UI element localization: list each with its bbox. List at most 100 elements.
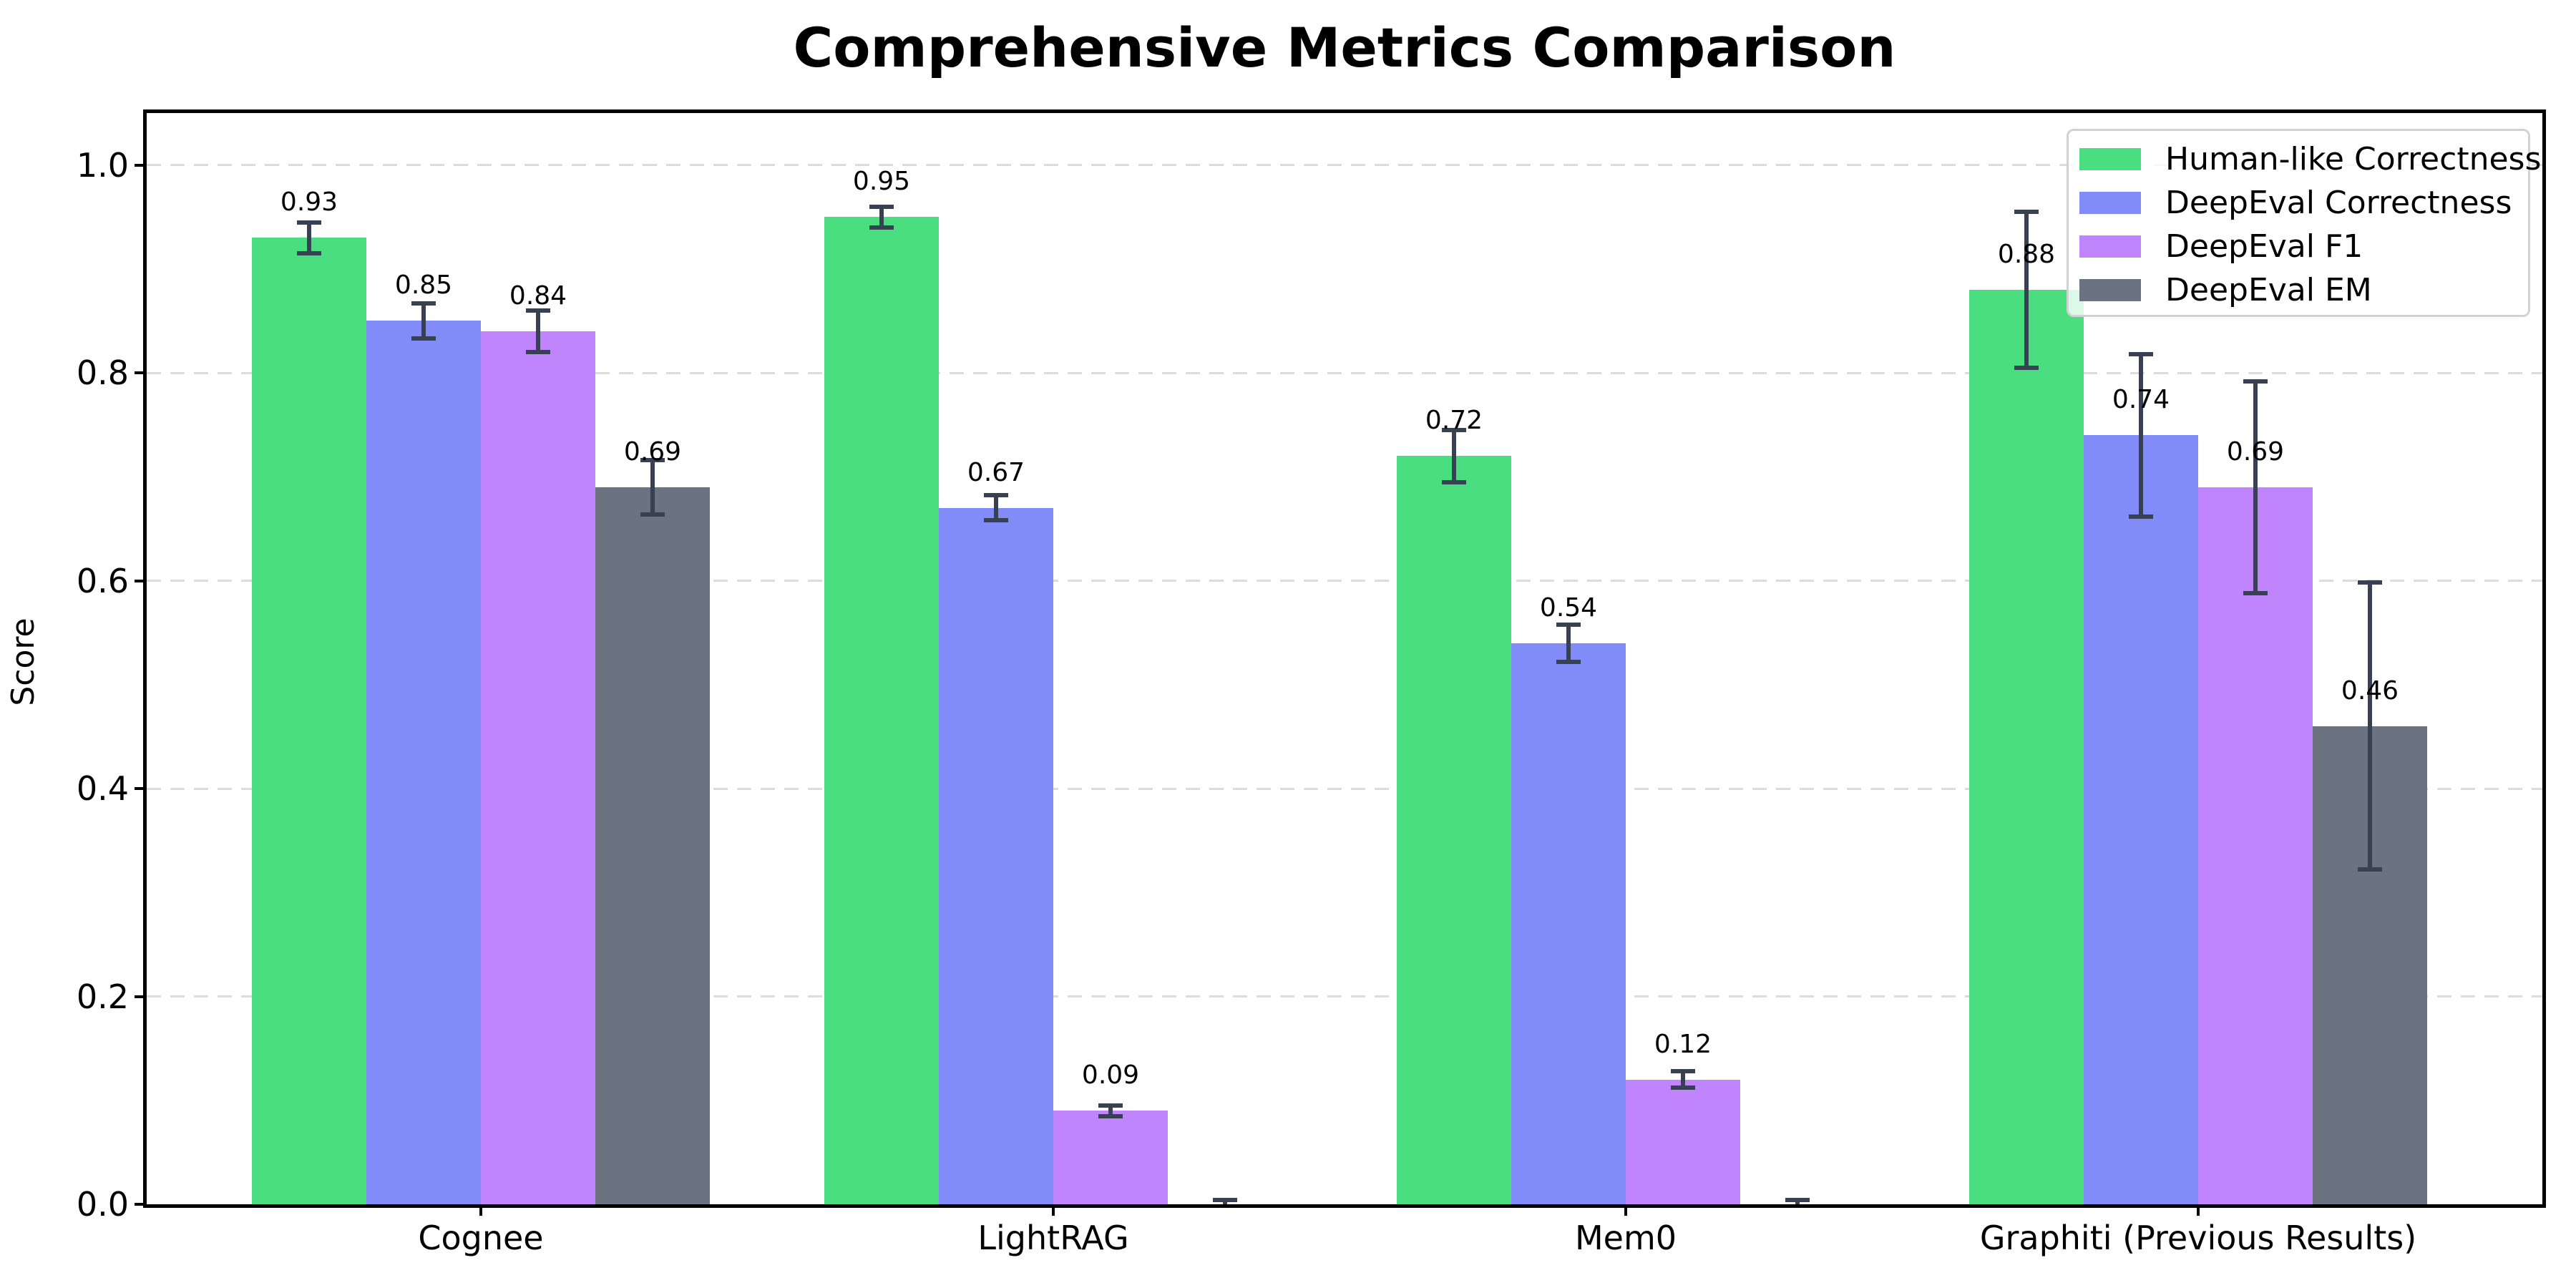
bar — [1626, 1079, 1740, 1204]
bar — [1511, 643, 1626, 1204]
legend-swatch-icon — [2079, 148, 2141, 170]
error-bar-cap-bottom — [2358, 867, 2382, 872]
error-bar-cap-bottom — [411, 336, 436, 341]
error-bar-cap-top — [297, 220, 321, 225]
legend-swatch-icon — [2079, 235, 2141, 258]
error-bar-cap-bottom — [526, 350, 550, 355]
error-bar-line — [1681, 1071, 1685, 1088]
bar-value-label: 0.09 — [1081, 1060, 1140, 1091]
bar-value-label: 0.54 — [1539, 592, 1598, 623]
error-bar-cap-top — [1785, 1198, 1810, 1203]
legend-row: DeepEval Correctness — [2079, 181, 2528, 225]
error-bar-cap-bottom — [1556, 659, 1581, 664]
error-bar-cap-top — [1556, 622, 1581, 627]
error-bar-line — [2024, 212, 2029, 368]
bar-value-label: 0.69 — [623, 436, 682, 467]
x-tick-mark — [1624, 1204, 1627, 1216]
bar — [2084, 435, 2198, 1204]
legend-row: DeepEval EM — [2079, 268, 2528, 312]
error-bar-cap-bottom — [984, 518, 1008, 523]
gridline — [147, 371, 2542, 374]
error-bar-cap-bottom — [869, 225, 894, 230]
bar — [824, 217, 939, 1204]
error-bar-line — [879, 206, 884, 228]
error-bar-cap-top — [869, 204, 894, 209]
bar — [1969, 289, 2084, 1204]
gridline — [147, 787, 2542, 790]
error-bar-cap-top — [984, 493, 1008, 498]
error-bar-cap-top — [1671, 1069, 1695, 1074]
y-tick-mark — [135, 787, 147, 791]
legend-label: DeepEval EM — [2165, 272, 2372, 308]
legend-row: Human-like Correctness — [2079, 137, 2541, 181]
legend-swatch-icon — [2079, 192, 2141, 214]
bar — [2198, 487, 2313, 1204]
bar-value-label: 0.84 — [509, 281, 567, 311]
x-tick-label: Graphiti (Previous Results) — [1979, 1219, 2417, 1257]
bar-value-label: 0.95 — [852, 167, 911, 197]
error-bar-cap-top — [1098, 1103, 1123, 1108]
bar-value-label: 0.67 — [967, 457, 1025, 487]
x-tick-label: LightRAG — [977, 1219, 1129, 1257]
gridline — [147, 164, 2542, 167]
bar — [595, 487, 710, 1204]
y-tick-label: 0.8 — [76, 353, 129, 393]
x-tick-mark — [1052, 1204, 1055, 1216]
error-bar-line — [2139, 353, 2143, 517]
bar-value-label: 0.69 — [2226, 436, 2285, 467]
error-bar-cap-top — [1442, 427, 1466, 432]
plot-inner: 0.93 0.95 0.72 0.88 0.85 0.67 0.54 0.74 0.84 0.09… — [147, 113, 2542, 1204]
error-bar-line — [2368, 582, 2372, 870]
y-tick-label: 0.4 — [76, 769, 129, 809]
error-bar-cap-bottom — [1671, 1085, 1695, 1091]
error-bar-cap-bottom — [2014, 365, 2039, 370]
error-bar-cap-bottom — [2129, 514, 2153, 519]
error-bar-line — [2253, 381, 2258, 593]
error-bar-cap-bottom — [1442, 479, 1466, 484]
y-tick-label: 0.6 — [76, 561, 129, 600]
y-tick-label: 0.0 — [76, 1185, 129, 1224]
legend-row: DeepEval F1 — [2079, 225, 2528, 268]
bar-value-label: 0.12 — [1654, 1029, 1712, 1059]
y-tick-label: 1.0 — [76, 145, 129, 185]
x-tick-label: Mem0 — [1574, 1219, 1677, 1257]
error-bar-cap-top — [1213, 1198, 1237, 1203]
y-tick-mark — [135, 995, 147, 998]
bar-value-label: 0.72 — [1425, 406, 1483, 436]
error-bar-cap-top — [2358, 580, 2382, 585]
gridline — [147, 580, 2542, 582]
error-bar-line — [1566, 624, 1571, 662]
error-bar-cap-bottom — [297, 251, 321, 256]
bar — [1053, 1111, 1168, 1204]
error-bar-cap-top — [526, 308, 550, 313]
legend: Human-like Correctness DeepEval Correctne… — [2067, 129, 2541, 317]
bar-value-label: 0.85 — [394, 270, 453, 301]
legend-label: Human-like Correctness — [2165, 141, 2542, 177]
error-bar-cap-bottom — [1098, 1113, 1123, 1118]
gridline — [147, 995, 2542, 998]
x-tick-label: Cognee — [418, 1219, 544, 1257]
error-bar-line — [1108, 1106, 1113, 1116]
x-tick-mark — [479, 1204, 482, 1216]
error-bar-cap-bottom — [2243, 591, 2268, 595]
bar — [481, 331, 595, 1204]
y-tick-mark — [135, 371, 147, 375]
bar — [252, 238, 366, 1204]
bar — [366, 321, 481, 1204]
y-tick-mark — [135, 163, 147, 167]
y-tick-label: 0.2 — [76, 977, 129, 1016]
y-tick-mark — [135, 1203, 147, 1206]
error-bar-line — [536, 310, 540, 353]
error-bar-line — [421, 303, 426, 339]
y-tick-mark — [135, 579, 147, 582]
error-bar-cap-top — [411, 301, 436, 306]
error-bar-cap-top — [2243, 379, 2268, 384]
bar-value-label: 0.74 — [2112, 385, 2170, 415]
bar-value-label: 0.88 — [1997, 239, 2056, 269]
error-bar-cap-top — [2129, 351, 2153, 356]
x-tick-mark — [2197, 1204, 2200, 1216]
legend-label: DeepEval F1 — [2165, 228, 2363, 265]
legend-label: DeepEval Correctness — [2165, 185, 2512, 221]
bar — [1397, 456, 1511, 1204]
